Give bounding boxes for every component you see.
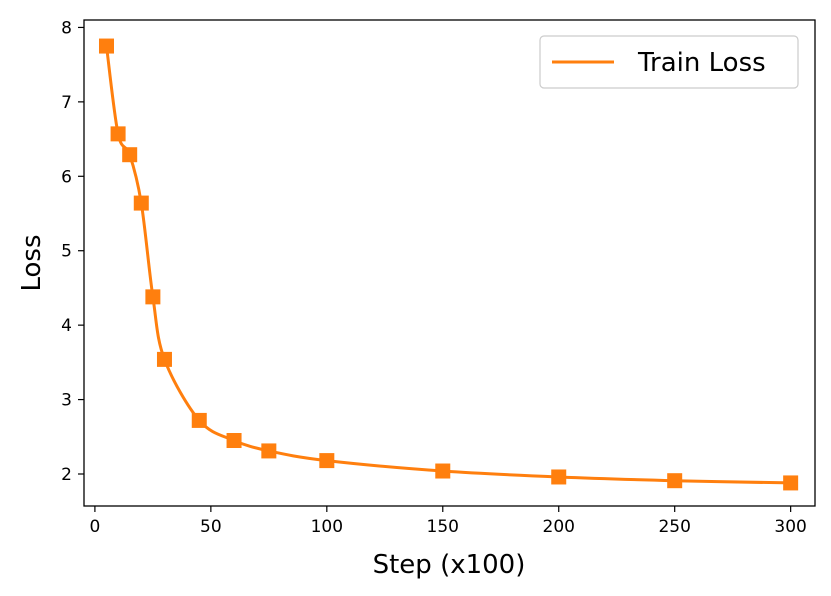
data-point-marker (110, 126, 126, 142)
legend: Train Loss (539, 35, 799, 89)
y-axis-label: Loss (17, 234, 47, 291)
x-tick-label: 50 (200, 517, 222, 537)
data-point-marker (551, 469, 567, 485)
x-tick-label: 300 (774, 517, 806, 537)
x-tick-label: 200 (543, 517, 575, 537)
data-point-marker (98, 38, 114, 54)
data-point-marker (145, 289, 161, 305)
data-point-marker (261, 443, 277, 459)
y-tick-label: 2 (61, 465, 72, 485)
x-tick-label: 150 (427, 517, 459, 537)
series-line-train-loss (105, 45, 791, 485)
plot-frame (83, 19, 816, 507)
data-point-marker (319, 453, 335, 469)
y-tick-label: 3 (61, 391, 72, 411)
y-tick-label: 8 (61, 18, 72, 38)
x-tick-label: 100 (311, 517, 343, 537)
y-axis-ticks: 2 3 4 5 6 7 8 (61, 18, 84, 485)
y-tick-label: 5 (61, 242, 72, 262)
data-point-marker (667, 473, 683, 489)
data-point-marker (122, 147, 138, 163)
data-point-marker (226, 433, 242, 449)
y-tick-label: 4 (61, 316, 72, 336)
legend-label-train-loss: Train Loss (637, 48, 766, 78)
x-axis-ticks: 0 50 100 150 200 250 300 (89, 506, 807, 537)
data-point-marker (156, 351, 172, 367)
series-layer (98, 38, 799, 491)
data-point-marker (783, 475, 799, 491)
x-tick-label: 250 (658, 517, 690, 537)
data-point-marker (191, 412, 207, 428)
y-tick-label: 6 (61, 167, 72, 187)
x-axis-label: Step (x100) (373, 550, 526, 580)
y-tick-label: 7 (61, 93, 72, 113)
legend-box (539, 35, 799, 89)
x-tick-label: 0 (89, 517, 100, 537)
data-point-marker (133, 195, 149, 211)
data-point-marker (435, 463, 451, 479)
